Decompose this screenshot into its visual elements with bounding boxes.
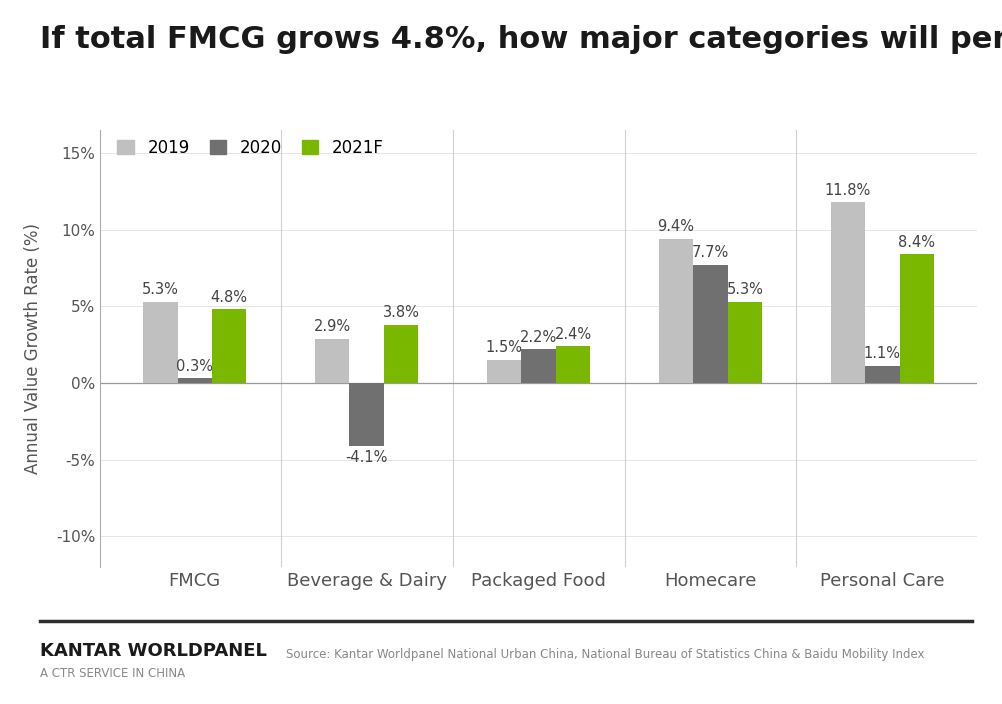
Text: 9.4%: 9.4%: [657, 220, 694, 234]
Y-axis label: Annual Value Growth Rate (%): Annual Value Growth Rate (%): [24, 223, 42, 474]
Text: 0.3%: 0.3%: [176, 359, 213, 374]
Text: -4.1%: -4.1%: [346, 451, 388, 465]
Text: 7.7%: 7.7%: [691, 246, 729, 260]
Bar: [212, 310, 246, 383]
Bar: [556, 346, 590, 383]
Bar: [831, 202, 865, 383]
Bar: [177, 378, 212, 383]
Text: Source: Kantar Worldpanel National Urban China, National Bureau of Statistics Ch: Source: Kantar Worldpanel National Urban…: [286, 648, 924, 660]
Text: 4.8%: 4.8%: [210, 290, 247, 305]
Text: 2.4%: 2.4%: [554, 327, 591, 341]
Bar: [693, 265, 727, 383]
Text: 2.9%: 2.9%: [314, 319, 351, 334]
Bar: [350, 383, 384, 446]
Text: 5.3%: 5.3%: [726, 282, 764, 297]
Text: If total FMCG grows 4.8%, how major categories will perform in 2021: If total FMCG grows 4.8%, how major cate…: [40, 25, 1002, 54]
Bar: [384, 325, 418, 383]
Bar: [659, 239, 693, 383]
Text: KANTAR WORLDPANEL: KANTAR WORLDPANEL: [40, 642, 267, 660]
Legend: 2019, 2020, 2021F: 2019, 2020, 2021F: [117, 139, 384, 156]
Bar: [487, 360, 521, 383]
Bar: [315, 339, 350, 383]
Text: 11.8%: 11.8%: [825, 182, 871, 198]
Bar: [727, 302, 763, 383]
Text: 3.8%: 3.8%: [383, 305, 420, 320]
Text: 8.4%: 8.4%: [898, 234, 935, 250]
Bar: [900, 254, 934, 383]
Text: 2.2%: 2.2%: [520, 329, 557, 345]
Bar: [865, 366, 900, 383]
Bar: [143, 302, 177, 383]
Bar: [521, 349, 556, 383]
Text: 1.1%: 1.1%: [864, 346, 901, 361]
Text: 5.3%: 5.3%: [142, 282, 178, 297]
Text: A CTR SERVICE IN CHINA: A CTR SERVICE IN CHINA: [40, 667, 185, 680]
Text: 1.5%: 1.5%: [486, 340, 523, 356]
